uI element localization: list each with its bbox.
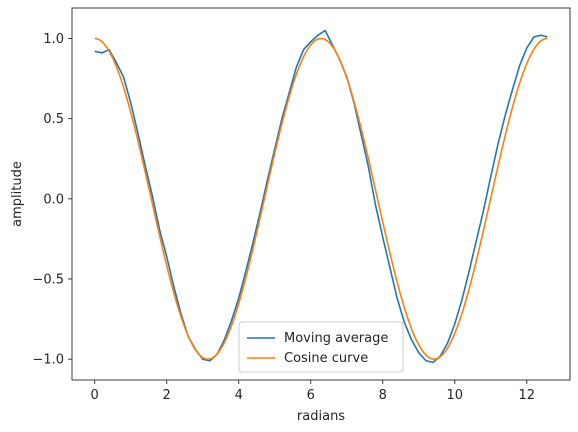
x-tick-label: 12	[519, 388, 536, 403]
x-tick-label: 0	[91, 388, 99, 403]
y-tick-label: 0.5	[43, 112, 64, 127]
y-axis: −1.0 −0.5 0.0 0.5 1.0	[32, 32, 72, 368]
y-tick-label: 0.0	[43, 192, 64, 207]
series-line-moving-average	[94, 29, 548, 364]
y-tick-label: −0.5	[32, 272, 64, 287]
x-tick-label: 2	[163, 388, 171, 403]
series-layer	[94, 29, 548, 364]
legend: Moving average Cosine curve	[238, 321, 404, 373]
legend-label-cosine-curve: Cosine curve	[284, 351, 368, 366]
x-axis: 0 2 4 6 8 10 12	[91, 380, 536, 403]
y-axis-label: amplitude	[10, 161, 25, 227]
x-axis-label: radians	[297, 409, 345, 424]
y-tick-label: 1.0	[43, 32, 64, 47]
x-tick-label: 4	[235, 388, 243, 403]
y-tick-label: −1.0	[32, 353, 64, 368]
x-tick-label: 6	[307, 388, 315, 403]
x-tick-label: 10	[446, 388, 463, 403]
legend-box	[238, 321, 404, 373]
series-line-cosine-curve	[94, 37, 548, 360]
x-tick-label: 8	[379, 388, 387, 403]
legend-label-moving-average: Moving average	[284, 331, 388, 346]
plot-frame	[71, 7, 571, 381]
